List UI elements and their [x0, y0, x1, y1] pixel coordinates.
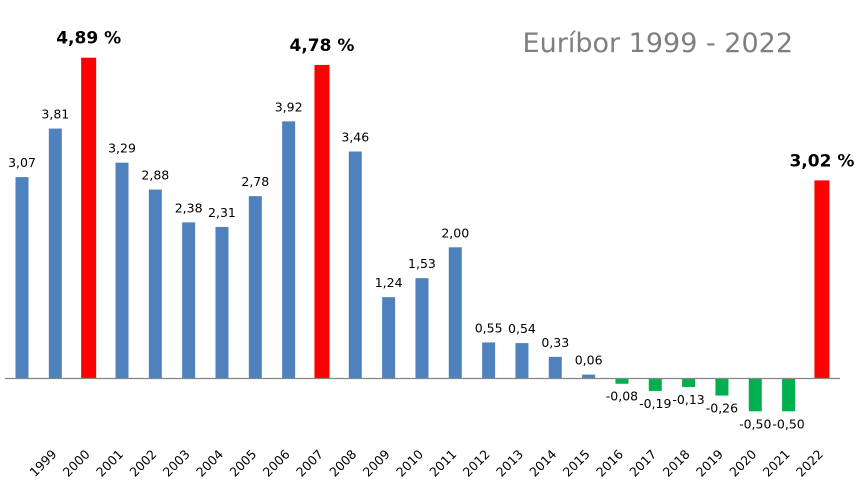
x-tick-label: 2004	[193, 446, 226, 479]
x-tick-label: 2018	[660, 446, 693, 479]
bar	[48, 128, 62, 379]
bar	[448, 247, 462, 379]
data-label: 0,33	[541, 335, 569, 350]
bar	[248, 196, 262, 379]
data-label: -0,50	[772, 416, 804, 431]
bar	[715, 378, 729, 396]
data-label: 2,78	[241, 174, 269, 189]
x-tick-label: 2002	[126, 447, 159, 480]
bar	[548, 356, 562, 379]
data-label: 3,81	[41, 107, 69, 122]
x-tick-label: 2010	[393, 446, 426, 479]
bar	[314, 64, 330, 379]
bar	[348, 151, 362, 379]
data-label: 2,38	[175, 200, 203, 215]
bar	[148, 189, 162, 379]
data-label: 0,55	[475, 320, 503, 335]
data-label: 3,92	[275, 99, 303, 114]
x-tick-label: 2001	[93, 447, 126, 480]
data-label: 3,29	[108, 141, 136, 156]
x-tick-label: 2014	[526, 446, 559, 479]
chart-title: Euríbor 1999 - 2022	[523, 28, 793, 59]
data-label: -0,26	[706, 401, 738, 416]
data-label: 0,06	[575, 353, 603, 368]
data-label: -0,08	[606, 389, 638, 404]
data-label: 4,78 %	[290, 36, 355, 56]
bar	[15, 177, 29, 379]
x-tick-label: 1999	[26, 446, 59, 479]
data-label: 0,54	[508, 321, 536, 336]
data-label: 3,46	[341, 130, 369, 145]
data-label: -0,19	[639, 396, 671, 411]
bar	[415, 278, 429, 379]
x-tick-label: 2022	[793, 447, 826, 480]
bar	[814, 180, 830, 379]
bar	[748, 378, 762, 412]
x-tick-label: 2020	[726, 446, 759, 479]
bar	[582, 374, 596, 379]
x-tick-label: 2006	[260, 446, 293, 479]
x-tick-label: 2013	[493, 447, 526, 480]
data-label: 3,02 %	[789, 151, 854, 171]
bar	[215, 226, 229, 379]
x-tick-label: 2008	[326, 446, 359, 479]
x-tick-label: 2021	[760, 447, 793, 480]
x-tick-label: 2005	[226, 447, 259, 480]
x-tick-label: 2003	[160, 447, 193, 480]
x-tick-label: 2019	[693, 446, 726, 479]
bar	[182, 222, 196, 379]
data-label: 2,88	[141, 168, 169, 183]
bar	[782, 378, 796, 412]
x-tick-label: 2007	[293, 447, 326, 480]
bar	[115, 162, 129, 379]
data-label: 1,53	[408, 256, 436, 271]
x-tick-label: 2017	[626, 447, 659, 480]
bar	[648, 378, 662, 391]
x-tick-label: 2000	[60, 446, 93, 479]
data-label: -0,50	[739, 416, 771, 431]
data-label: 3,07	[8, 155, 36, 170]
x-tick-label: 2012	[460, 447, 493, 480]
bar	[81, 57, 97, 379]
bar	[482, 342, 496, 379]
data-label: 1,24	[375, 275, 403, 290]
data-label: 2,00	[441, 225, 469, 240]
bar	[382, 297, 396, 379]
x-tick-label: 2011	[426, 447, 459, 480]
x-tick-label: 2016	[593, 446, 626, 479]
bar	[615, 378, 629, 384]
x-tick-label: 2009	[360, 446, 393, 479]
data-label: 4,89 %	[56, 29, 121, 49]
bar	[515, 343, 529, 379]
data-label: -0,13	[672, 392, 704, 407]
data-label: 2,31	[208, 205, 236, 220]
x-tick-label: 2015	[560, 447, 593, 480]
bar	[282, 121, 296, 379]
bar	[682, 378, 696, 388]
